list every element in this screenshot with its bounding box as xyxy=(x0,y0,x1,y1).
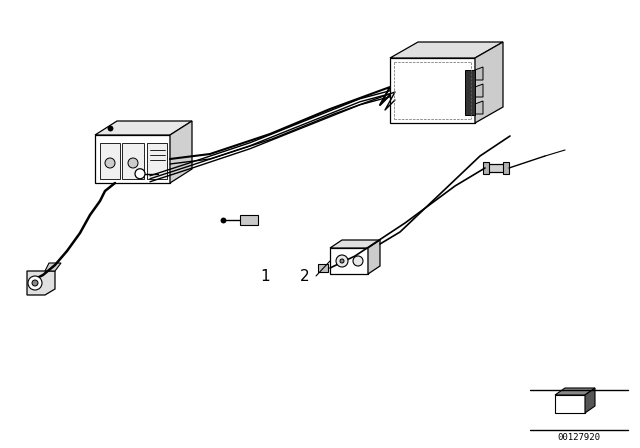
Polygon shape xyxy=(100,143,120,179)
Circle shape xyxy=(105,158,115,168)
Polygon shape xyxy=(95,135,170,183)
Text: 2: 2 xyxy=(300,268,310,284)
Polygon shape xyxy=(485,164,505,172)
Circle shape xyxy=(32,280,38,286)
Polygon shape xyxy=(390,42,503,58)
Polygon shape xyxy=(390,58,475,123)
Circle shape xyxy=(340,259,344,263)
Circle shape xyxy=(135,169,145,179)
Polygon shape xyxy=(483,162,489,174)
Polygon shape xyxy=(503,162,509,174)
Polygon shape xyxy=(95,121,192,135)
Text: 00127920: 00127920 xyxy=(557,432,600,441)
Polygon shape xyxy=(475,42,503,123)
Polygon shape xyxy=(147,143,167,179)
Circle shape xyxy=(28,276,42,290)
Polygon shape xyxy=(555,388,595,395)
Polygon shape xyxy=(585,388,595,413)
Polygon shape xyxy=(330,248,368,274)
Circle shape xyxy=(336,255,348,267)
Circle shape xyxy=(128,158,138,168)
Polygon shape xyxy=(122,143,144,179)
Circle shape xyxy=(353,256,363,266)
Polygon shape xyxy=(475,84,483,97)
Polygon shape xyxy=(27,271,55,295)
Polygon shape xyxy=(368,240,380,274)
Polygon shape xyxy=(330,240,380,248)
Polygon shape xyxy=(170,121,192,183)
Polygon shape xyxy=(475,101,483,114)
Polygon shape xyxy=(240,215,258,225)
Text: 1: 1 xyxy=(260,268,270,284)
Polygon shape xyxy=(45,263,61,271)
Polygon shape xyxy=(475,67,483,80)
Polygon shape xyxy=(318,264,328,272)
Polygon shape xyxy=(465,70,475,115)
Polygon shape xyxy=(555,395,585,413)
